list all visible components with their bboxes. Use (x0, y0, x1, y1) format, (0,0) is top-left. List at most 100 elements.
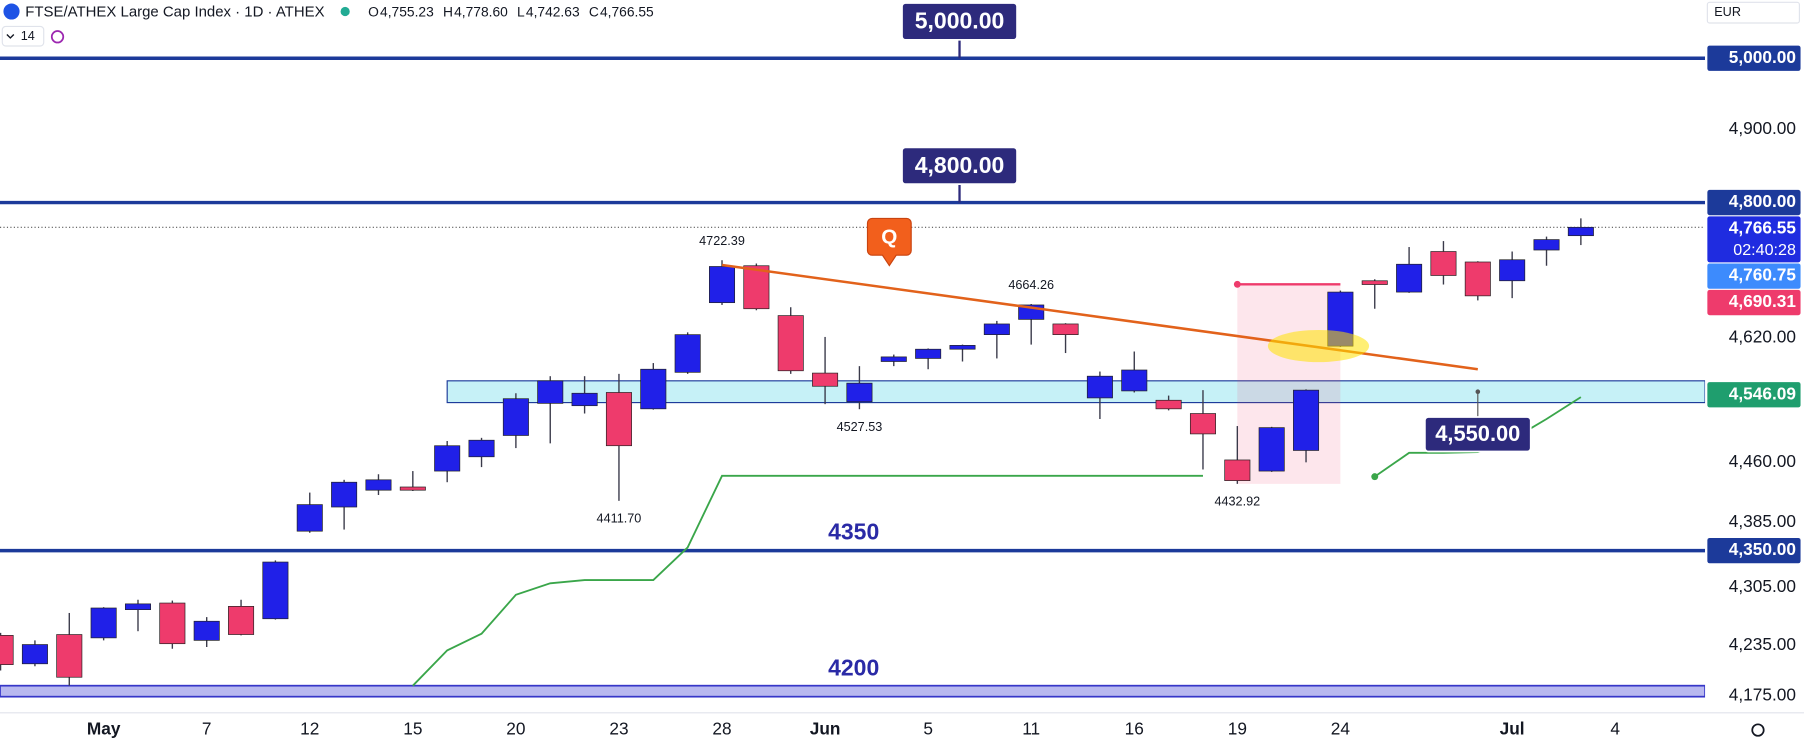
status-dot (340, 6, 350, 17)
y-tick-label: 4,235.00 (1729, 634, 1796, 654)
callout-label: 5,000.00 (915, 8, 1005, 34)
x-tick-label: 15 (403, 719, 422, 739)
candle-body (1430, 251, 1457, 276)
currency-box (1706, 1, 1800, 24)
currency: EUR (1714, 5, 1741, 19)
legend-key: C (589, 4, 599, 19)
candle-body (1052, 323, 1079, 335)
candle-body (812, 372, 839, 387)
x-tick-label: 19 (1228, 719, 1247, 739)
price-badge (1707, 189, 1801, 216)
note-box (1424, 416, 1532, 453)
highlight (1267, 329, 1370, 363)
y-tick-label: 4,175.00 (1729, 684, 1796, 704)
low-label: 4411.70 (597, 512, 642, 526)
x-tick-label: Jul (1500, 719, 1525, 739)
price-badge-label: 4,800.00 (1729, 191, 1796, 211)
candle-body (468, 439, 495, 458)
x-tick-label: 5 (923, 719, 933, 739)
y-tick-label: 4,620.00 (1729, 326, 1796, 346)
indicator-setting: 14 (21, 29, 35, 43)
low-label: 4432.92 (1214, 495, 1260, 509)
candle-body (949, 345, 976, 350)
indicator-dot (1371, 473, 1379, 481)
candle-body (193, 620, 220, 641)
candle-body (365, 479, 392, 491)
legend-key: L (517, 4, 525, 19)
y-tick-label: 4,385.00 (1729, 511, 1796, 531)
settings-icon (1751, 723, 1765, 737)
candle-body (399, 486, 426, 491)
x-tick-label: Jun (810, 719, 841, 739)
low-label: 4527.53 (837, 420, 883, 434)
x-tick-label: 28 (712, 719, 731, 739)
candle-body (1567, 226, 1594, 237)
candle-body (1499, 259, 1526, 282)
price-badge-label: 4,766.55 (1729, 218, 1797, 238)
price-badge (1707, 263, 1801, 289)
candle-body (1396, 263, 1423, 293)
candle-body (777, 315, 804, 372)
x-tick-label: 12 (300, 719, 319, 739)
refresh-icon (50, 30, 65, 44)
support-zone (446, 380, 1706, 404)
x-tick-label: 11 (1022, 719, 1040, 739)
candle-body (0, 635, 14, 665)
x-tick-label: 20 (506, 719, 525, 739)
candle-body (1293, 389, 1320, 451)
candle-body (262, 561, 289, 620)
candle-body (296, 504, 323, 532)
candle-body (124, 603, 151, 610)
high-label: 4664.26 (1008, 278, 1054, 292)
price-badge-label: 4,760.75 (1729, 265, 1797, 285)
candle-body (1224, 459, 1251, 481)
legend-value: 4,778.60 (454, 4, 508, 19)
legend-key: O (368, 4, 379, 19)
candle-body (434, 445, 461, 472)
callout-label: 4,800.00 (915, 152, 1005, 178)
price-badge (1707, 382, 1801, 408)
band-text: 4200 (828, 655, 879, 681)
candle-body (846, 382, 873, 403)
candle-body (880, 356, 907, 362)
band-text-bg (823, 655, 886, 682)
candle-body (1361, 280, 1388, 285)
price-badge (1707, 289, 1801, 316)
legend-key: H (443, 4, 453, 19)
symbol-icon (3, 3, 20, 20)
candle-body (674, 334, 701, 373)
level-text: 4350 (828, 518, 879, 544)
candle-body (1086, 375, 1113, 399)
price-badge-label: 5,000.00 (1729, 47, 1796, 67)
y-tick-label: 4,305.00 (1729, 576, 1796, 596)
candle-body (983, 323, 1010, 335)
callout-box (901, 2, 1018, 41)
high-label: 4722.39 (699, 234, 745, 248)
candle-body (21, 644, 48, 665)
x-tick-label: May (87, 719, 121, 739)
candle-body (709, 266, 736, 304)
candle-body (915, 348, 942, 359)
candle-body (1464, 261, 1491, 297)
x-tick-label: 16 (1125, 719, 1144, 739)
x-tick-label: 4 (1610, 719, 1620, 739)
candle-body (605, 392, 632, 447)
low-label-bg (828, 417, 891, 438)
chart-title: FTSE/ATHEX Large Cap Index · 1D · ATHEX (25, 4, 324, 21)
countdown: 02:40:28 (1733, 241, 1796, 259)
candle-body (1189, 413, 1216, 435)
candle-body (502, 398, 529, 436)
position-dot (1233, 280, 1241, 288)
low-label-bg (587, 508, 651, 530)
y-tick-label: 4,460.00 (1729, 451, 1796, 471)
candle-body (1533, 239, 1560, 251)
price-badge-label: 4,690.31 (1729, 291, 1797, 311)
x-tick-label: 24 (1331, 719, 1351, 739)
candle-body (228, 606, 255, 635)
candle-body (159, 602, 186, 645)
callout-box (901, 146, 1018, 186)
plot-area (0, 56, 1706, 698)
